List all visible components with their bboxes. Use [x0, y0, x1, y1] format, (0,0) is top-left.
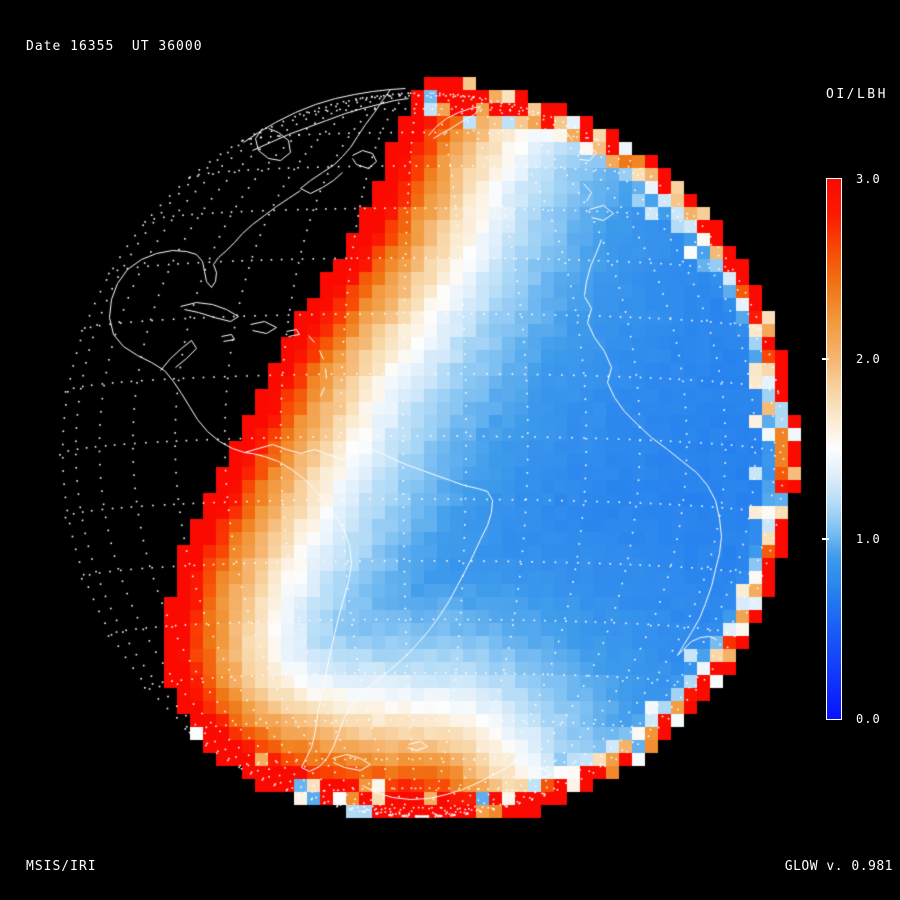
date-ut-label: Date 16355 UT 36000 — [26, 39, 203, 54]
colorbar-tick-1.0 — [822, 538, 829, 540]
model-label: MSIS/IRI — [26, 859, 97, 874]
quantity-title-label: OI/LBH — [826, 87, 888, 102]
colorbar-label-3.0: 3.0 — [856, 172, 881, 186]
colorbar-tick-2.0 — [822, 358, 829, 360]
colorbar-label-2.0: 2.0 — [856, 352, 881, 366]
colorbar-label-1.0: 1.0 — [856, 532, 881, 546]
colorbar — [822, 178, 842, 720]
colorbar-label-0.0: 0.0 — [856, 712, 881, 726]
version-label: GLOW v. 0.981 — [784, 859, 893, 874]
